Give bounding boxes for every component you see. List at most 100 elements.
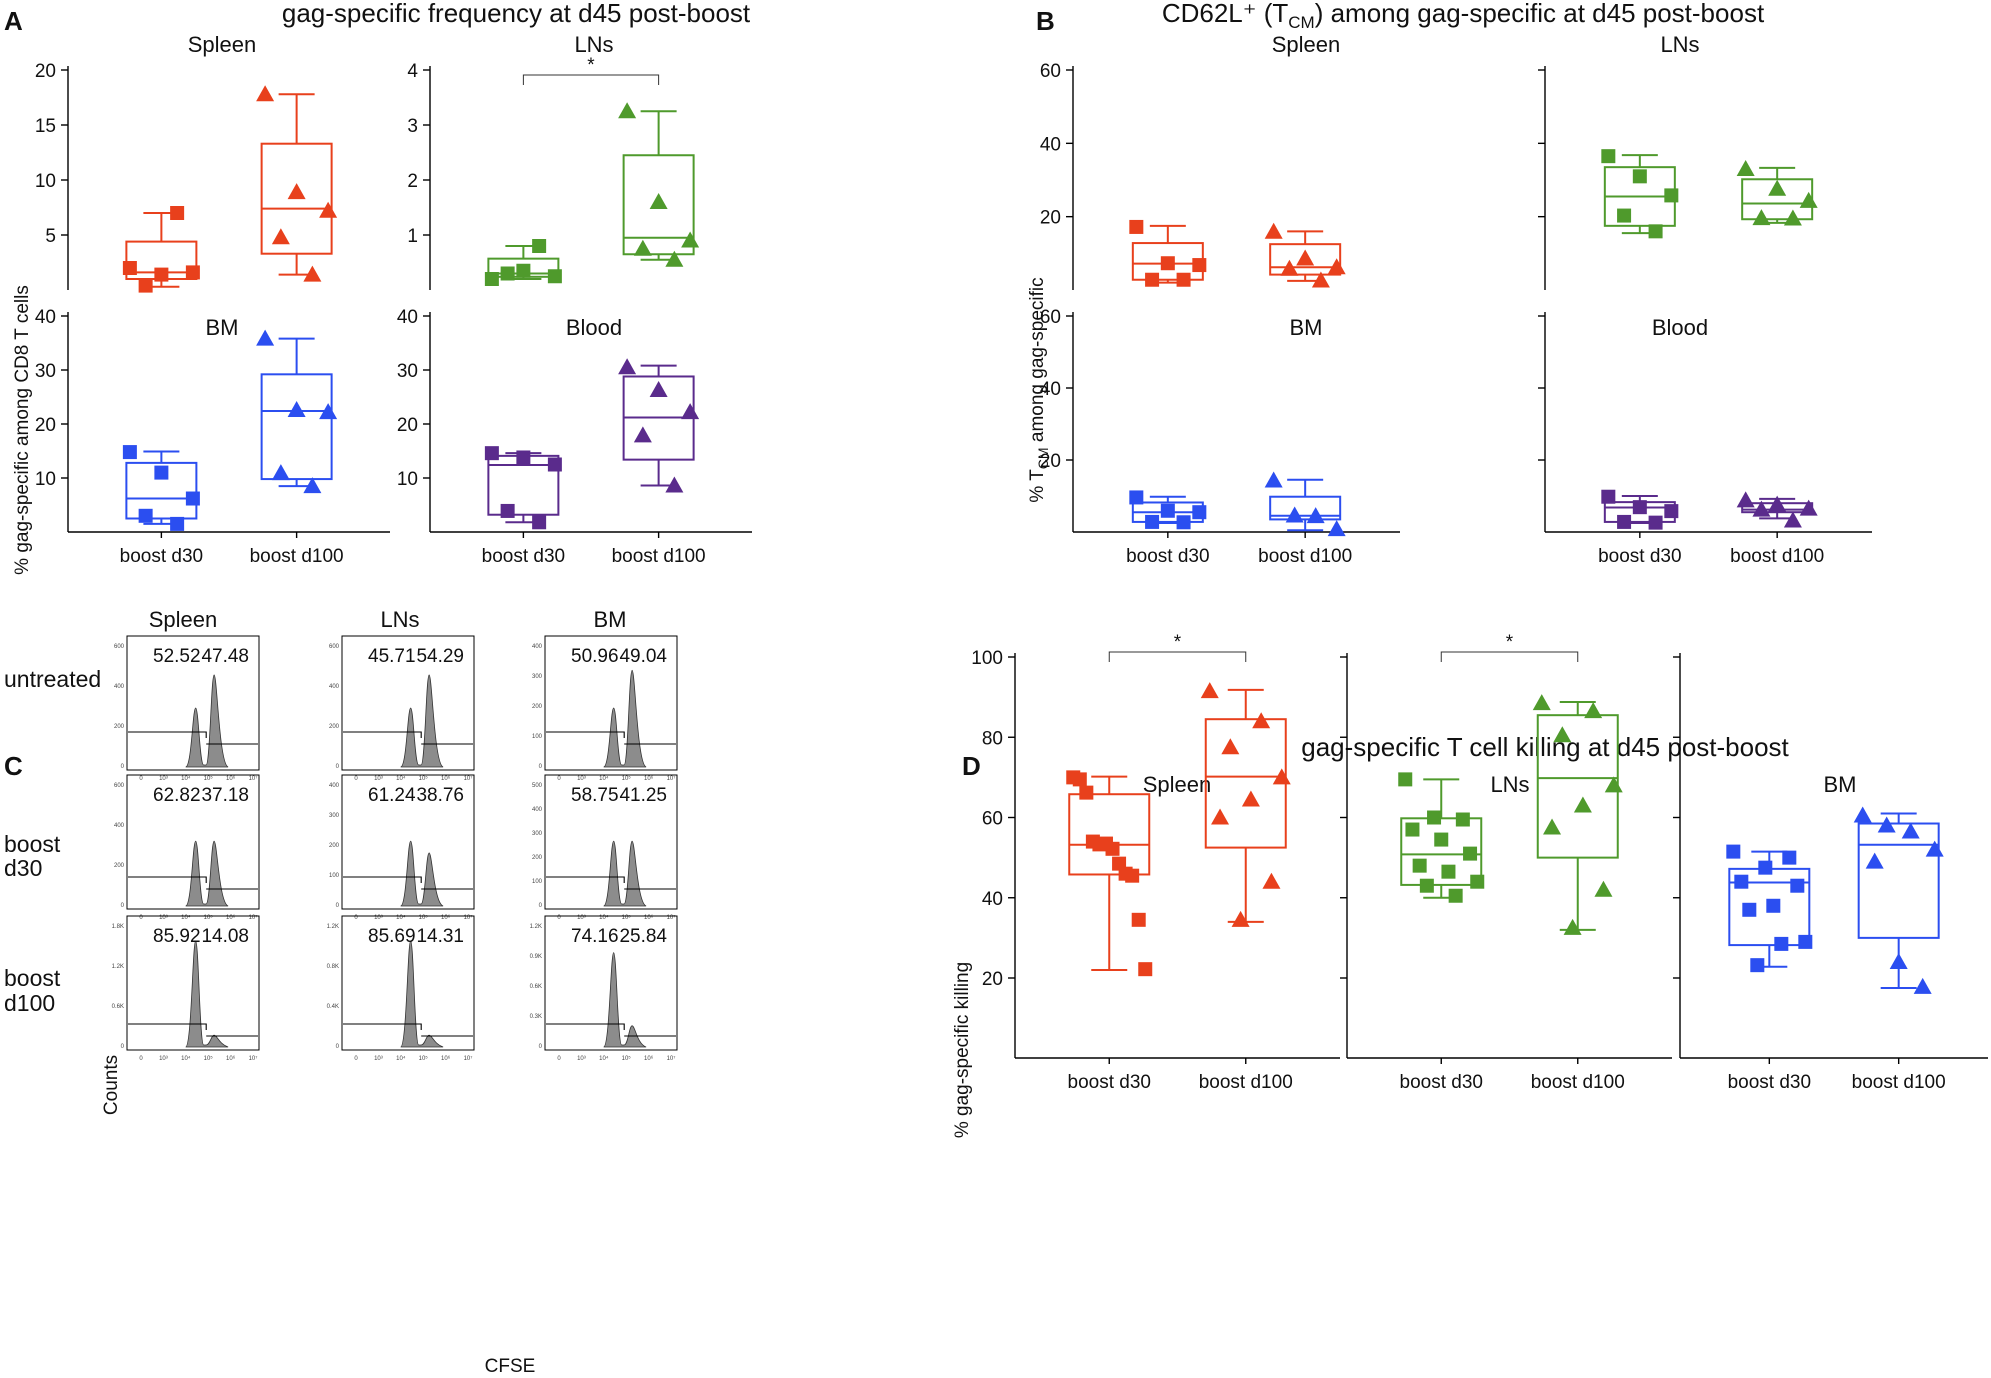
subplot-title-spleen: Spleen xyxy=(1143,772,1212,797)
hist-x-tick: 10⁷ xyxy=(667,1055,676,1062)
hist-y-tick: 600 xyxy=(329,644,340,650)
data-point xyxy=(1138,962,1153,977)
data-point xyxy=(500,266,515,281)
data-point xyxy=(1176,272,1191,287)
hist-y-tick: 100 xyxy=(532,734,543,740)
panel-c-xlabel: CFSE xyxy=(485,1356,536,1377)
hist-x-tick: 0 xyxy=(557,915,561,921)
box-boost-d30 xyxy=(484,239,562,286)
x-tick-label: boost d30 xyxy=(1598,546,1681,567)
gate-percent-right: 38.76 xyxy=(416,785,464,806)
x-tick-label: boost d100 xyxy=(1730,546,1824,567)
chart-D-lns: LNs boost d30 boost d100 * xyxy=(1340,632,1672,1093)
chart-B-lns: LNs xyxy=(1538,32,1818,290)
x-tick-label: boost d30 xyxy=(1126,546,1209,567)
chart-D-bm: BM boost d30 boost d100 xyxy=(1673,653,1988,1093)
significance-bracket xyxy=(1440,651,1579,662)
data-point xyxy=(1752,209,1771,226)
gate-percent-left: 50.96 xyxy=(571,646,619,667)
x-tick-label: boost d100 xyxy=(1258,546,1352,567)
hist-row-label: boost xyxy=(4,831,61,857)
data-point xyxy=(1455,812,1470,827)
panel-b-title-sub: CM xyxy=(1288,13,1314,32)
histogram-frame xyxy=(341,915,475,1051)
gate-percent-right: 54.29 xyxy=(416,646,464,667)
hist-x-tick: 10⁴ xyxy=(181,1055,191,1062)
panel-b-ylabel: % TCM among gag-specific xyxy=(1027,277,1051,502)
data-point xyxy=(1799,191,1818,208)
hist-row-label: boost xyxy=(4,965,61,991)
hist-x-tick: 10⁷ xyxy=(249,914,258,921)
hist-x-tick: 10⁵ xyxy=(204,914,214,921)
panel-c-ylabel: Counts xyxy=(101,1055,122,1115)
panel-a-ylabel: % gag-specific among CD8 T cells xyxy=(12,285,33,575)
data-point xyxy=(1125,868,1140,883)
hist-x-tick: 10⁶ xyxy=(226,1055,236,1062)
subplot-title-lns: LNs xyxy=(574,32,613,57)
hist-y-tick: 200 xyxy=(114,724,125,730)
y-tick-label: 2 xyxy=(407,171,418,192)
data-point xyxy=(1160,256,1175,271)
hist-x-tick: 0 xyxy=(354,1056,358,1062)
y-tick-label: 60 xyxy=(982,809,1003,830)
subplot-title-bm: BM xyxy=(206,315,239,340)
hist-y-tick: 100 xyxy=(532,879,543,885)
hist-x-tick: 10⁷ xyxy=(667,775,676,782)
data-point xyxy=(154,267,169,282)
data-point xyxy=(1129,219,1144,234)
box-boost-d100 xyxy=(256,85,338,282)
chart-A-lns: LNs 1 2 3 4 * xyxy=(407,32,700,290)
box-boost-d30 xyxy=(1601,149,1679,239)
panel-b-ylabel-post: among gag-specific xyxy=(1027,277,1048,447)
data-point xyxy=(185,491,200,506)
data-point xyxy=(1221,738,1240,755)
histogram-peaks xyxy=(603,952,647,1048)
y-tick-label: 10 xyxy=(35,171,56,192)
hist-row-label: untreated xyxy=(4,666,101,692)
y-tick-label: 40 xyxy=(1040,134,1061,155)
hist-y-tick: 0.6K xyxy=(112,1004,124,1010)
histogram-peaks xyxy=(185,674,229,768)
data-point xyxy=(1774,936,1789,951)
gate-percent-left: 62.82 xyxy=(153,785,201,806)
hist-x-tick: 10⁷ xyxy=(667,914,676,921)
data-point xyxy=(1798,934,1813,949)
y-tick-label: 5 xyxy=(45,226,56,247)
hist-column-title: BM xyxy=(594,607,627,632)
hist-x-tick: 10⁷ xyxy=(464,775,473,782)
y-tick-label: 30 xyxy=(35,361,56,382)
hist-y-tick: 400 xyxy=(114,823,125,829)
hist-y-tick: 0.9K xyxy=(530,954,542,960)
x-tick-label: boost d100 xyxy=(1199,1072,1293,1093)
histogram-frame xyxy=(544,774,678,910)
gate-lines xyxy=(343,1023,473,1037)
hist-x-tick: 10⁶ xyxy=(441,1055,451,1062)
hist-row-label: d30 xyxy=(4,855,42,881)
panel-letter-d: D xyxy=(962,751,981,781)
significance-bracket xyxy=(1108,651,1247,662)
data-point xyxy=(547,269,562,284)
gate-percent-left: 58.75 xyxy=(571,785,619,806)
hist-x-tick: 10⁴ xyxy=(599,1055,609,1062)
y-tick-label: 20 xyxy=(1040,451,1061,472)
data-point xyxy=(122,445,137,460)
hist-y-tick: 0 xyxy=(539,764,543,770)
data-point xyxy=(1604,776,1623,793)
data-point xyxy=(1768,495,1787,512)
box-boost-d100 xyxy=(1264,471,1346,537)
y-tick-label: 60 xyxy=(1040,307,1061,328)
hist-x-tick: 10³ xyxy=(577,1056,586,1062)
box-boost-d30 xyxy=(484,446,562,530)
data-point xyxy=(1726,844,1741,859)
hist-y-tick: 0 xyxy=(336,903,340,909)
data-point xyxy=(1129,490,1144,505)
hist-x-tick: 0 xyxy=(139,915,143,921)
gate-percent-left: 45.71 xyxy=(368,646,416,667)
hist-y-tick: 300 xyxy=(329,813,340,819)
histogram-spleen-0: 0 200 400 600 0 10³ 10⁴ 10⁵ 10⁶ 10⁷ 52.52 47.48 xyxy=(114,635,260,782)
gate-percent-left: 74.16 xyxy=(571,926,619,947)
hist-y-tick: 100 xyxy=(329,873,340,879)
data-point xyxy=(1782,850,1797,865)
histogram-peaks xyxy=(603,669,647,768)
hist-x-tick: 10⁶ xyxy=(644,775,654,782)
